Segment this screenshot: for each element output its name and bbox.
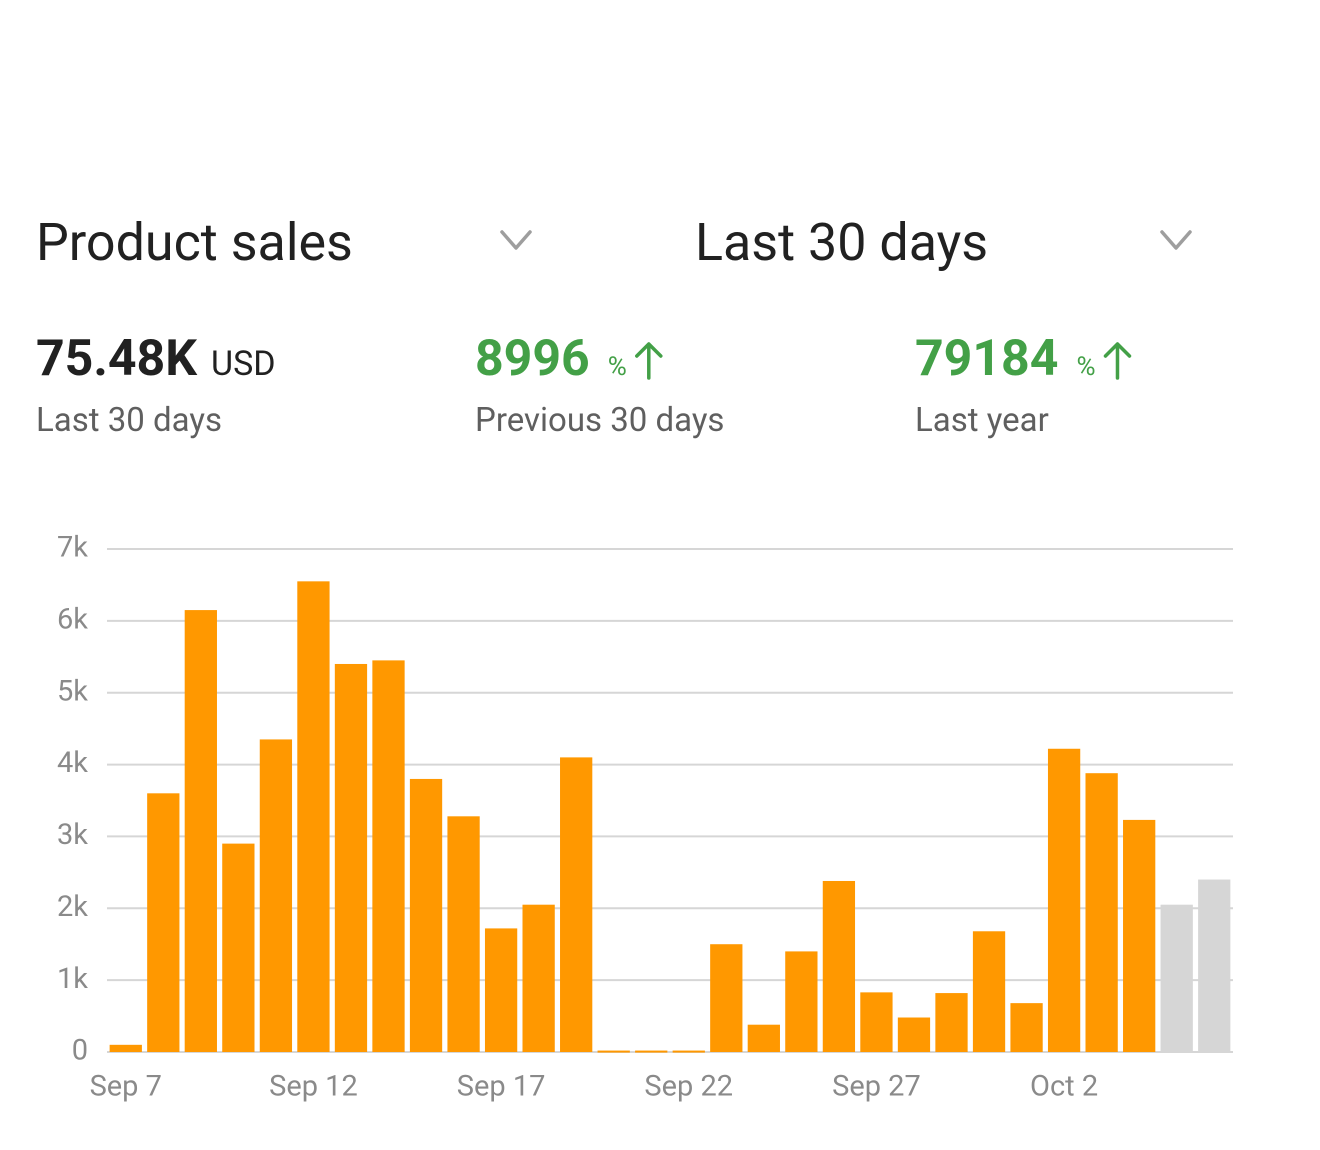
range-dropdown-label[interactable]: Last 30 days: [695, 212, 988, 273]
bar: [935, 993, 968, 1052]
y-tick-label: 3k: [57, 818, 88, 852]
stat-value: 75.48K: [36, 330, 198, 388]
stat-unit: %: [608, 352, 627, 382]
x-tick-label: Sep 7: [90, 1070, 162, 1104]
stat-value: 8996: [475, 330, 590, 388]
stat-last-year: 79184 % Last year: [915, 330, 1132, 440]
stat-previous: 8996 % Previous 30 days: [475, 330, 724, 440]
bar-chart: 0 1k 2k 3k 4k 5k 6k 7k Sep 7 Sep 12 Sep 17 Sep 22 Se…: [57, 531, 1233, 1104]
bar: [1198, 879, 1231, 1052]
bar: [747, 1024, 780, 1052]
up-arrow-icon: [1103, 342, 1132, 380]
bar: [1085, 773, 1118, 1052]
stat-total: 75.48K USD Last 30 days: [36, 330, 276, 440]
y-tick-label: 1k: [57, 962, 88, 996]
bar: [597, 1050, 630, 1053]
x-tick-label: Sep 22: [644, 1070, 733, 1104]
bar: [860, 992, 893, 1052]
y-tick-label: 7k: [57, 531, 88, 565]
bar: [1047, 748, 1081, 1052]
bar: [259, 739, 293, 1052]
bar: [897, 1017, 931, 1052]
bar: [972, 931, 1006, 1052]
bar: [222, 843, 255, 1052]
up-arrow-icon: [635, 342, 663, 380]
stat-unit: %: [1076, 352, 1095, 382]
bar: [334, 663, 368, 1052]
bar: [1123, 819, 1156, 1052]
stat-caption: Previous 30 days: [475, 401, 724, 440]
bar: [409, 778, 443, 1052]
bar: [147, 793, 180, 1052]
metric-dropdown-label[interactable]: Product sales: [36, 212, 353, 273]
bar: [109, 1044, 142, 1052]
bar: [184, 610, 217, 1052]
bar: [672, 1050, 705, 1053]
stat-caption: Last year: [915, 401, 1049, 440]
x-tick-label: Sep 17: [457, 1070, 546, 1104]
bar: [522, 904, 555, 1052]
bar: [635, 1050, 668, 1053]
y-tick-label: 0: [72, 1034, 88, 1068]
x-tick-label: Oct 2: [1030, 1070, 1098, 1104]
bar: [560, 757, 593, 1052]
bar: [710, 944, 743, 1052]
y-tick-label: 4k: [57, 746, 88, 780]
bar: [822, 880, 856, 1052]
bar: [484, 928, 518, 1052]
bar: [1010, 1003, 1043, 1052]
metric-dropdown-chevron[interactable]: [500, 230, 532, 250]
y-tick-label: 6k: [57, 603, 88, 637]
stat-caption: Last 30 days: [36, 401, 222, 440]
stat-unit: USD: [211, 344, 276, 384]
bar: [447, 816, 480, 1052]
bar: [372, 660, 405, 1052]
bar: [1160, 904, 1193, 1052]
y-tick-label: 2k: [57, 890, 88, 924]
x-tick-label: Sep 12: [269, 1070, 358, 1104]
bar: [785, 951, 818, 1052]
bar: [297, 581, 330, 1052]
x-tick-label: Sep 27: [832, 1070, 921, 1104]
stat-value: 79184: [915, 330, 1058, 388]
range-dropdown-chevron[interactable]: [1160, 230, 1192, 250]
y-tick-label: 5k: [57, 674, 88, 708]
